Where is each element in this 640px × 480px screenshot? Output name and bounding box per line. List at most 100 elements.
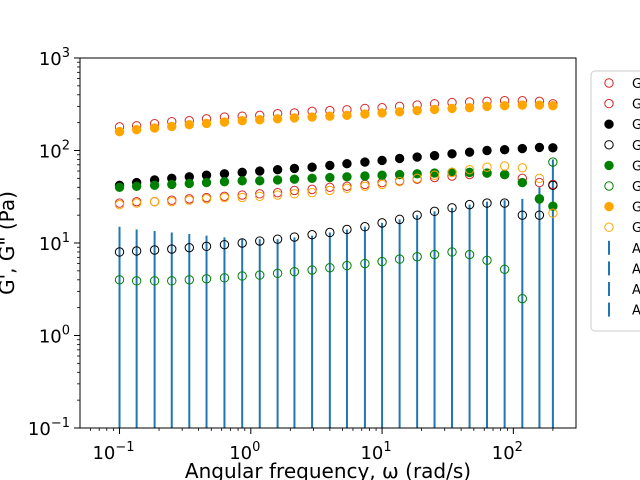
series-3-point-8 [255,236,265,246]
legend-label-4: G [632,159,640,174]
legend-label-0: G [632,77,640,92]
series-5-point-23 [517,293,528,304]
series-5-point-7 [237,271,247,281]
legend-label-1: G [632,98,640,113]
series-4-point-10 [289,174,300,184]
series-2-point-22 [499,145,510,155]
series-4-point-18 [429,168,440,178]
series-2-point-12 [325,160,335,171]
series-1-point-12 [325,182,335,193]
series-2-point-6 [219,169,230,179]
series-3-point-3 [167,244,177,254]
series-7-point-22 [499,161,510,171]
legend-entry-7: G [604,221,640,236]
series-5-point-2 [149,276,160,286]
series-2-point-8 [255,166,265,176]
series-6-point-14 [360,109,370,119]
series-2-point-18 [429,150,440,161]
series-3-point-14 [360,222,370,232]
series-4-point-4 [184,178,194,189]
legend-swatch-1 [604,98,614,109]
series-7-point-16 [394,176,405,187]
series-6-point-0 [114,126,125,137]
legend-swatch-6 [604,201,614,212]
series-5-point-6 [219,273,230,283]
series-6-point-5 [201,118,212,129]
series-6-point-8 [255,115,265,125]
series-4-point-12 [325,172,335,183]
series-7-point-1 [131,198,142,208]
series-3-point-20 [464,199,475,210]
series-5-point-8 [255,270,265,280]
legend-swatch-0 [604,78,614,88]
legend-entry-4: G [604,159,640,174]
legend-entry-1: G [604,98,640,113]
series-7-point-7 [237,192,247,203]
series-5-point-5 [201,274,212,284]
series-3-point-11 [307,229,317,240]
legend-label-9: A [632,262,640,277]
series-3-point-24 [534,210,545,220]
legend-swatch-3 [604,140,614,150]
series-5-point-12 [325,263,335,273]
legend-label-10: A [632,283,640,298]
series-1-point-11 [307,184,317,195]
series-6-point-13 [342,110,352,121]
series-7-point-14 [360,181,370,192]
y-tick-label-3: 102 [39,139,70,163]
series-3-point-6 [219,239,230,250]
series-2-point-9 [272,165,283,175]
series-5-point-9 [272,268,283,279]
series-1-point-24 [534,177,545,188]
series-4-point-3 [167,179,177,190]
series-5-point-18 [429,249,440,260]
series-3-point-13 [342,224,352,235]
series-2-point-11 [307,162,317,172]
series-2-point-7 [237,167,247,178]
series-3-point-10 [289,232,300,242]
series-5-point-17 [412,252,422,262]
series-7-point-5 [201,194,212,204]
series-3-point-15 [377,218,387,228]
series-5-point-4 [184,275,194,285]
series-5-point-0 [114,275,125,285]
series-1-point-14 [360,179,370,190]
series-5-point-19 [447,247,457,257]
x-tick-label-2: 101 [360,440,391,464]
series-6-point-22 [499,101,510,111]
y-tick-label-2: 101 [39,231,70,255]
series-6-point-10 [289,113,300,123]
legend-entry-8: A [608,240,640,257]
series-5-point-20 [464,249,475,260]
legend-entry-10: A [608,282,640,298]
y-tick-label-4: 103 [39,46,70,70]
series-7-point-17 [412,173,422,184]
series-5-point-14 [360,258,370,269]
y-tick-label-0: 10−1 [28,416,70,440]
series-6-point-4 [184,120,194,130]
series-6-point-17 [412,105,422,116]
series-4-point-20 [464,167,475,178]
legend-label-5: G [632,180,640,195]
series-3-point-22 [499,198,510,208]
series-3-point-5 [201,241,212,252]
series-4-point-1 [131,181,142,192]
series-1-point-10 [289,185,300,196]
series-1-point-9 [272,187,283,198]
legend-label-8: A [632,242,640,257]
series-2-point-21 [482,145,492,156]
series-6-point-21 [482,101,492,112]
plot-marks [114,96,558,428]
series-1-point-13 [342,181,352,192]
series-7-point-11 [307,187,317,198]
series-5-point-11 [307,265,317,275]
legend-label-6: G [632,201,640,216]
series-5-point-24 [534,194,545,204]
series-4-point-23 [517,177,528,188]
series-2-point-19 [447,149,457,159]
x-tick-label-1: 100 [229,440,260,464]
series-7-point-24 [534,173,545,184]
series-4-point-7 [237,176,247,186]
series-2-point-16 [394,153,405,164]
